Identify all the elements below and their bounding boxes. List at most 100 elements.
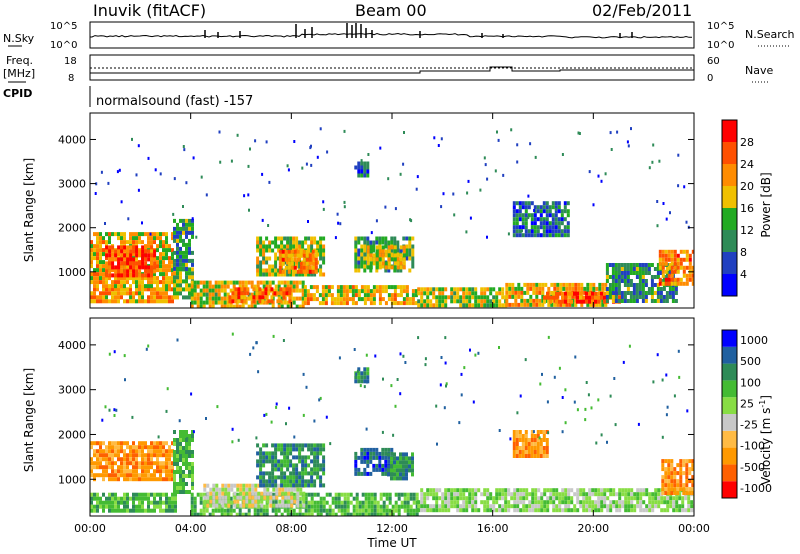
- velocity-data-cell: [378, 455, 382, 460]
- power-data-cell: [360, 297, 364, 302]
- velocity-data-cell: [618, 492, 622, 497]
- power-data-cell: [295, 288, 299, 293]
- velocity-data-cell: [176, 446, 179, 450]
- velocity-data-cell: [670, 487, 674, 492]
- velocity-data-cell: [417, 508, 421, 513]
- power-data-cell: [141, 232, 144, 237]
- power-data-cell: [375, 245, 379, 250]
- cpid-text: normalsound (fast) -157: [96, 94, 253, 109]
- velocity-data-cell: [188, 462, 191, 466]
- velocity-data-cell: [307, 500, 311, 505]
- velocity-data-cell: [268, 483, 272, 488]
- power-data-cell: [542, 233, 546, 238]
- power-data-cell: [363, 169, 367, 174]
- power-data-cell: [375, 236, 379, 241]
- velocity-data-cell: [159, 449, 162, 454]
- power-data-cell: [494, 169, 497, 173]
- power-data-cell: [153, 269, 157, 274]
- power-data-cell: [444, 303, 448, 308]
- power-data-cell: [102, 252, 105, 257]
- velocity-data-cell: [447, 500, 451, 505]
- velocity-data-cell: [205, 417, 207, 420]
- power-data-cell: [129, 299, 132, 304]
- power-data-cell: [620, 263, 624, 267]
- velocity-data-cell: [188, 470, 191, 474]
- power-data-cell: [162, 287, 165, 292]
- power-data-cell: [141, 287, 144, 292]
- power-data-cell: [647, 263, 651, 267]
- power-data-cell: [664, 249, 668, 254]
- power-data-cell: [129, 232, 132, 237]
- velocity-data-cell: [302, 413, 305, 417]
- velocity-data-cell: [498, 496, 502, 501]
- power-data-cell: [205, 284, 209, 289]
- velocity-data-cell: [688, 479, 692, 484]
- velocity-data-cell: [271, 471, 275, 476]
- power-data-cell: [156, 244, 159, 249]
- velocity-data-cell: [627, 492, 631, 497]
- power-data-cell: [387, 177, 390, 181]
- power-data-cell: [117, 252, 120, 257]
- power-data-cell: [93, 272, 96, 277]
- power-data-cell: [129, 240, 132, 245]
- power-data-cell: [105, 291, 108, 296]
- velocity-data-cell: [212, 491, 216, 496]
- velocity-data-cell: [123, 449, 126, 454]
- velocity-data-cell: [259, 512, 263, 516]
- velocity-data-cell: [289, 443, 293, 448]
- power-data-cell: [271, 272, 275, 277]
- power-data-cell: [150, 273, 154, 278]
- power-data-cell: [516, 143, 519, 147]
- velocity-data-cell: [138, 492, 141, 497]
- velocity-data-cell: [265, 412, 268, 416]
- power-data-cell: [396, 265, 400, 270]
- velocity-data-cell: [614, 423, 617, 427]
- power-data-cell: [496, 130, 498, 134]
- power-data-cell: [479, 188, 482, 192]
- power-data-cell: [653, 299, 657, 303]
- power-data-cell: [120, 249, 124, 254]
- velocity-data-cell: [688, 487, 692, 492]
- power-data-cell: [360, 248, 364, 253]
- velocity-data-cell: [678, 496, 682, 501]
- velocity-data-cell: [147, 508, 150, 513]
- power-data-cell: [114, 287, 117, 292]
- power-data-cell: [120, 232, 123, 237]
- power-data-cell: [372, 289, 376, 294]
- power-data-cell: [337, 221, 340, 225]
- power-data-cell: [515, 217, 519, 222]
- velocity-data-cell: [173, 430, 176, 434]
- power-data-cell: [691, 273, 694, 278]
- power-data-cell: [165, 240, 168, 245]
- power-data-cell: [351, 297, 355, 302]
- velocity-data-cell: [405, 456, 408, 461]
- velocity-data-cell: [245, 487, 249, 492]
- velocity-data-cell: [126, 477, 129, 482]
- velocity-data-cell: [408, 468, 411, 473]
- power-data-cell: [193, 296, 197, 301]
- velocity-data-cell: [686, 409, 689, 413]
- power-data-cell: [468, 287, 472, 292]
- velocity-data-cell: [570, 500, 574, 505]
- velocity-data-cell: [191, 450, 194, 454]
- velocity-data-cell: [299, 491, 303, 496]
- power-data-cell: [556, 286, 560, 291]
- power-data-cell: [339, 293, 343, 298]
- power-data-cell: [258, 287, 262, 292]
- velocity-data-cell: [331, 508, 335, 513]
- velocity-data-cell: [284, 503, 288, 508]
- velocity-data-cell: [679, 471, 683, 476]
- velocity-data-cell: [129, 496, 132, 501]
- power-data-cell: [153, 261, 157, 266]
- velocity-data-cell: [159, 461, 162, 466]
- velocity-data-cell: [381, 451, 385, 456]
- velocity-data-cell: [636, 500, 640, 505]
- power-data-cell: [676, 269, 680, 274]
- power-data-cell: [671, 287, 675, 291]
- power-data-cell: [211, 304, 215, 308]
- power-data-cell: [363, 289, 367, 294]
- power-data-cell: [594, 291, 597, 296]
- velocity-data-cell: [685, 475, 689, 480]
- power-data-cell: [278, 253, 282, 258]
- power-data-cell: [319, 236, 323, 241]
